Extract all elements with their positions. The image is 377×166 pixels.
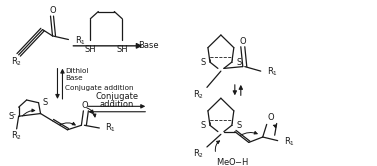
Text: O: O	[239, 37, 246, 46]
Text: SH: SH	[116, 45, 128, 54]
Text: Base: Base	[66, 75, 83, 81]
Text: S: S	[236, 121, 241, 130]
Text: SH: SH	[84, 45, 96, 54]
Text: S: S	[8, 112, 13, 121]
Text: $^-$: $^-$	[10, 112, 16, 118]
Text: R$_2$: R$_2$	[193, 88, 204, 101]
Text: R$_1$: R$_1$	[105, 122, 116, 134]
Text: R$_2$: R$_2$	[11, 130, 22, 142]
Text: addition: addition	[100, 100, 134, 109]
Text: Dithiol: Dithiol	[66, 68, 89, 74]
Text: S: S	[236, 58, 241, 67]
Text: R$_2$: R$_2$	[193, 147, 204, 160]
Text: O: O	[49, 6, 56, 15]
Text: Conjugate addition: Conjugate addition	[66, 85, 134, 91]
Text: O: O	[267, 113, 274, 122]
Text: R$_1$: R$_1$	[267, 66, 278, 78]
Text: S: S	[43, 98, 48, 107]
Text: O: O	[81, 101, 88, 110]
Text: MeO$-$H: MeO$-$H	[216, 156, 250, 166]
Text: R$_1$: R$_1$	[284, 135, 295, 148]
Text: Conjugate: Conjugate	[95, 92, 138, 101]
Text: R$_2$: R$_2$	[11, 56, 22, 68]
Text: S: S	[200, 121, 205, 130]
Text: S: S	[200, 58, 205, 67]
Text: Base: Base	[138, 41, 159, 50]
Text: R$_1$: R$_1$	[75, 34, 86, 47]
